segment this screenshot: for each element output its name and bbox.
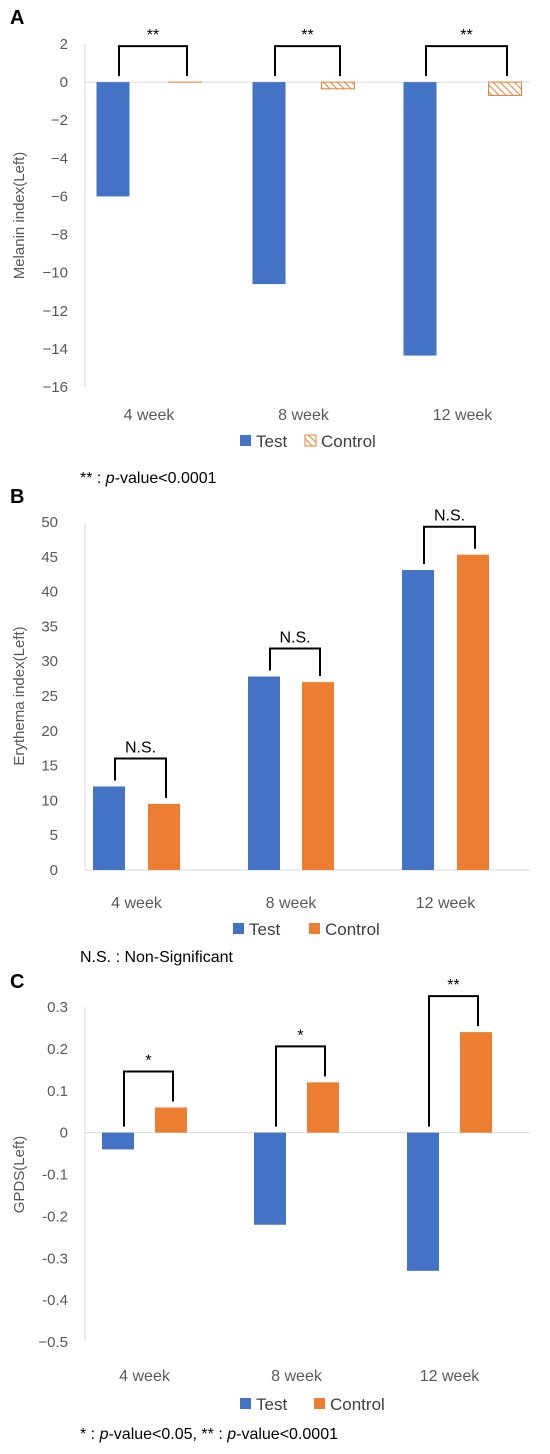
significance-bracket <box>274 45 341 77</box>
significance-label: ** <box>460 27 472 44</box>
y-tick-label: 0.1 <box>47 1083 68 1100</box>
legend-label-control: Control <box>325 920 380 939</box>
x-tick-label: 12 week <box>420 1368 481 1385</box>
bar-control-8-week <box>307 1082 339 1133</box>
chart-c: C 0.3 0.2 0.1 0 -0.1 -0.2 -0.3 -0.4 −0.5 GPDS(Left… <box>10 971 530 1443</box>
significance-bracket <box>269 647 321 677</box>
y-tick-label: -0.1 <box>42 1167 68 1184</box>
y-tick-label: 25 <box>41 688 58 705</box>
bar-control-12-week <box>488 81 522 96</box>
y-tick-label: 0 <box>60 1125 68 1142</box>
y-tick-label: −8 <box>51 227 68 244</box>
y-tick-label: −4 <box>51 150 68 167</box>
y-tick-label: −12 <box>43 303 68 320</box>
y-tick-label: 35 <box>41 618 58 635</box>
y-tick-label: −10 <box>43 265 68 282</box>
y-tick-label: 40 <box>41 584 58 601</box>
y-tick-label: 20 <box>41 723 58 740</box>
significance-label: N.S. <box>434 508 465 525</box>
bar-test-8-week <box>248 676 280 870</box>
x-tick-label: 8 week <box>266 895 318 912</box>
bar-test-12-week <box>402 570 434 870</box>
y-tick-label: -0.2 <box>42 1208 68 1225</box>
y-tick-label: -0.4 <box>42 1292 68 1309</box>
y-tick-label: −16 <box>43 379 68 396</box>
significance-label: * <box>297 1027 303 1044</box>
bar-control-4-week <box>148 803 180 870</box>
y-tick-label: 2 <box>60 36 68 53</box>
bar-test-8-week <box>254 1132 286 1225</box>
footnote: ** : p-value<0.0001 <box>80 470 217 487</box>
bar-test-12-week <box>407 1132 439 1271</box>
legend-label-control: Control <box>330 1395 385 1414</box>
significance-label: ** <box>301 27 313 44</box>
y-tick-label: 50 <box>41 514 58 531</box>
y-tick-label: 0 <box>60 74 68 91</box>
significance-bracket <box>114 757 167 798</box>
legend-label-test: Test <box>249 920 280 939</box>
legend-swatch-control <box>304 434 317 447</box>
y-tick-label: 0.3 <box>47 999 68 1016</box>
bar-test-12-week <box>403 82 437 356</box>
x-tick-label: 8 week <box>278 407 330 424</box>
legend-label-test: Test <box>256 432 287 451</box>
x-tick-label: 4 week <box>119 1368 171 1385</box>
significance-label: ** <box>447 977 459 994</box>
significance-label: * <box>145 1053 151 1070</box>
significance-bracket <box>275 1045 326 1127</box>
y-tick-label: −14 <box>43 341 68 358</box>
legend-label-control: Control <box>321 432 376 451</box>
legend-swatch-test <box>240 435 251 446</box>
significance-bracket <box>118 45 188 77</box>
y-tick-label: −0.5 <box>38 1334 68 1351</box>
y-tick-label: 0 <box>50 862 58 879</box>
x-tick-label: 4 week <box>111 895 163 912</box>
y-tick-label: 0.2 <box>47 1041 68 1058</box>
footnote: * : p-value<0.05, ** : p-value<0.0001 <box>80 1426 338 1443</box>
significance-bracket <box>423 525 476 565</box>
panel-letter: B <box>10 486 24 508</box>
legend-swatch-control <box>309 923 320 934</box>
significance-label: N.S. <box>279 630 310 647</box>
bar-test-4-week <box>102 1132 134 1150</box>
x-tick-label: 8 week <box>271 1368 323 1385</box>
bar-control-4-week <box>155 1107 187 1133</box>
legend-swatch-test <box>233 923 244 934</box>
significance-label: N.S. <box>125 739 156 756</box>
chart-a: A 2 0 −2 −4 −6 −8 −10 −12 −14 −16 Melanin index(Lef… <box>10 7 530 487</box>
x-tick-label: 12 week <box>433 407 494 424</box>
panel-letter: C <box>10 971 24 993</box>
legend-swatch-test <box>240 1398 251 1409</box>
y-tick-label: 5 <box>50 827 58 844</box>
y-tick-label: 30 <box>41 653 58 670</box>
bar-control-12-week <box>460 1032 492 1133</box>
significance-bracket <box>425 45 508 77</box>
y-tick-label: 15 <box>41 758 58 775</box>
bar-control-8-week <box>321 81 355 90</box>
bar-control-12-week <box>457 554 489 870</box>
bar-test-4-week <box>96 82 130 197</box>
bar-test-8-week <box>252 82 286 285</box>
y-tick-label: 45 <box>41 549 58 566</box>
legend-label-test: Test <box>256 1395 287 1414</box>
bar-control-8-week <box>302 682 334 870</box>
significance-label: ** <box>147 27 159 44</box>
significance-bracket <box>123 1070 174 1127</box>
footnote: N.S. : Non-Significant <box>80 949 234 966</box>
y-tick-label: −2 <box>51 112 68 129</box>
x-tick-label: 12 week <box>416 895 477 912</box>
y-axis-label: Erythema index(Left) <box>11 626 28 765</box>
bar-test-4-week <box>93 786 125 870</box>
y-tick-label: −6 <box>51 188 68 205</box>
y-tick-label: -0.3 <box>42 1250 68 1267</box>
panel-letter: A <box>10 7 24 29</box>
y-axis-label: GPDS(Left) <box>11 1136 28 1214</box>
x-tick-label: 4 week <box>124 407 176 424</box>
legend-swatch-control <box>314 1398 325 1409</box>
y-axis-label: Melanin index(Left) <box>11 152 28 280</box>
y-tick-label: 10 <box>41 792 58 809</box>
significance-bracket <box>428 995 479 1127</box>
